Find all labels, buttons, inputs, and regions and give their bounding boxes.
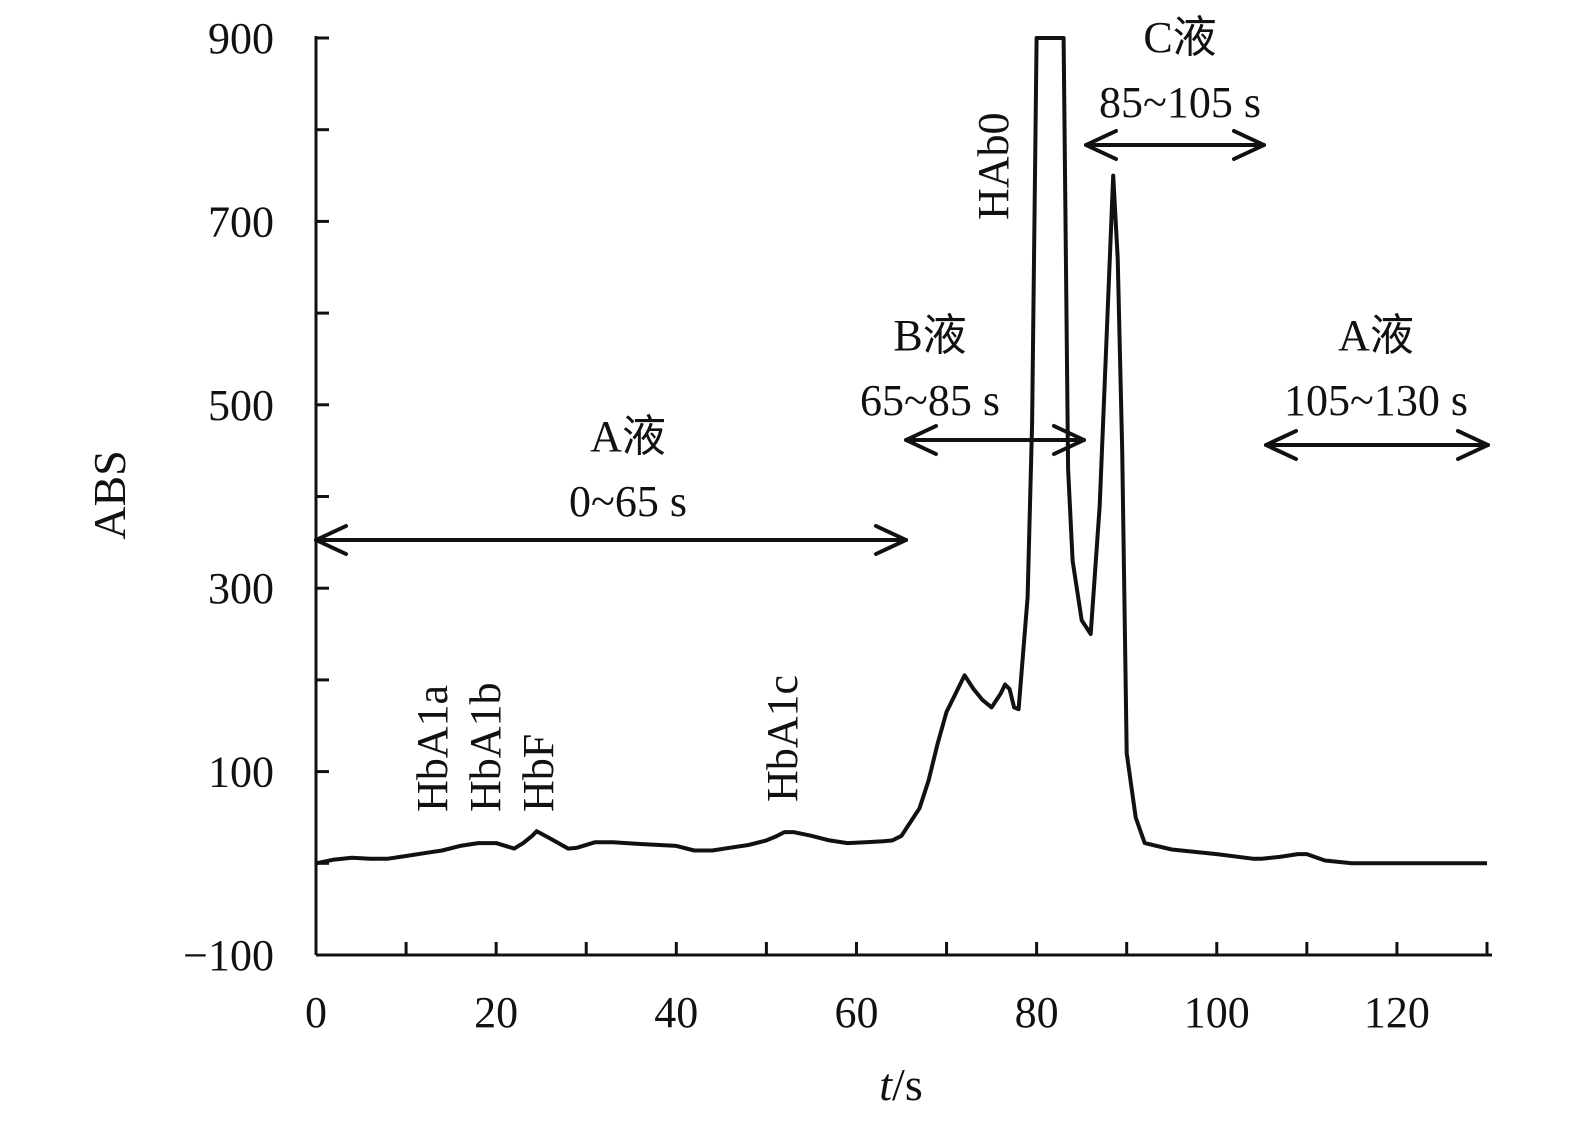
x-axis-label: t/s (879, 1059, 922, 1110)
segment-b-title: B液 (893, 311, 966, 360)
segment-a1-title: A液 (590, 412, 666, 461)
peak-label-hba1c: HbA1c (758, 675, 807, 802)
y-tick-label: 700 (208, 197, 274, 246)
x-tick-label: 80 (1015, 988, 1059, 1037)
segment-b-range: 65~85 s (860, 376, 1000, 425)
segment-a1-arrow (314, 524, 908, 556)
series-line (315, 36, 1487, 866)
y-tick-label: 300 (208, 564, 274, 613)
x-tick-label: 120 (1364, 988, 1430, 1037)
peak-label-hba1a: HbA1a (408, 685, 457, 812)
segment-a2-range: 105~130 s (1284, 376, 1468, 425)
y-axis-label: ABS (84, 450, 135, 539)
segment-c-range: 85~105 s (1099, 78, 1261, 127)
y-tick-label: −100 (183, 931, 274, 980)
peak-label-hbf: HbF (514, 734, 563, 812)
peak-label-hab0: HAb0 (969, 112, 1018, 220)
y-tick-label: 500 (208, 381, 274, 430)
x-tick-label: 20 (474, 988, 518, 1037)
segment-a2-title: A液 (1338, 311, 1414, 360)
x-axis-label-variable: t (879, 1059, 893, 1110)
x-tick-label: 40 (654, 988, 698, 1037)
segment-c-arrow (1084, 129, 1266, 161)
x-tick-label: 100 (1184, 988, 1250, 1037)
y-tick-label: 900 (208, 14, 274, 63)
segment-c-title: C液 (1143, 13, 1216, 62)
x-axis-label-unit: /s (892, 1059, 923, 1110)
segment-a1-range: 0~65 s (569, 477, 687, 526)
peak-label-hba1b: HbA1b (461, 682, 510, 812)
segment-a2-arrow (1264, 429, 1490, 461)
x-tick-label: 60 (834, 988, 878, 1037)
x-tick-label: 0 (305, 988, 327, 1037)
x-ticks: 0 20 40 60 80 100 120 (305, 942, 1489, 1037)
y-tick-label: 100 (208, 748, 274, 797)
y-ticks: −100 100 300 500 700 900 (183, 14, 329, 980)
segment-b-arrow (904, 424, 1086, 456)
